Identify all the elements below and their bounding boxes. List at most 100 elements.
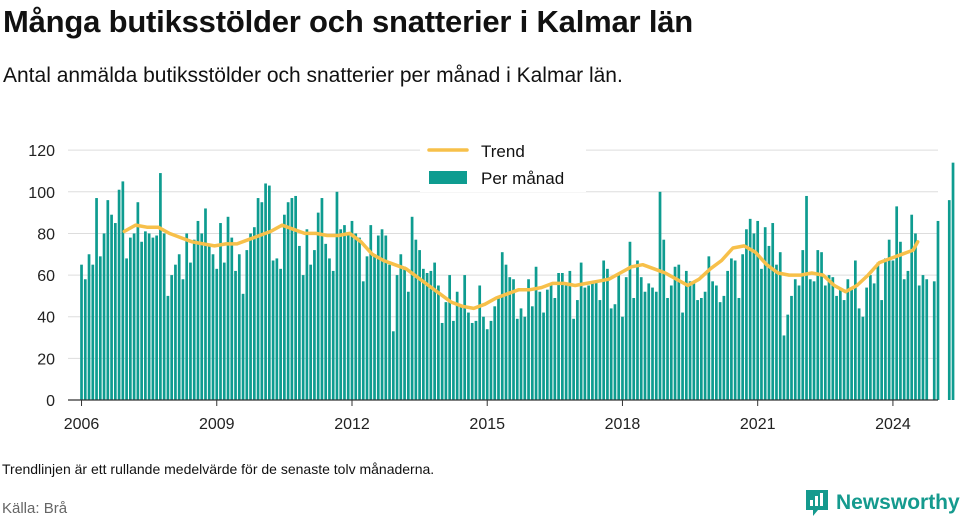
bar	[294, 195, 297, 400]
bar	[267, 185, 271, 400]
bar	[301, 275, 305, 400]
bar	[147, 233, 151, 400]
bar	[947, 200, 951, 400]
bar	[159, 173, 162, 400]
bar	[730, 258, 733, 400]
newsworthy-icon	[806, 490, 828, 516]
bar	[463, 275, 467, 400]
bar	[673, 266, 677, 400]
bar	[854, 260, 857, 400]
x-axis: 2006 2009 2012 2015 2018 2021 2024	[64, 400, 911, 433]
y-tick-label: 120	[28, 143, 55, 160]
bar	[669, 285, 673, 400]
bar	[95, 198, 98, 400]
bar	[440, 322, 444, 400]
bar	[478, 285, 482, 400]
bar	[692, 283, 696, 400]
bar	[256, 198, 260, 400]
bar	[647, 283, 651, 400]
bar	[557, 273, 560, 400]
bar	[226, 216, 230, 400]
bar	[869, 275, 872, 400]
bar	[406, 291, 410, 400]
bar	[561, 273, 564, 400]
bar	[711, 281, 714, 400]
footnote: Trendlinjen är ett rullande medelvärde f…	[2, 461, 435, 477]
bar	[189, 262, 192, 400]
bar	[861, 316, 865, 400]
bar	[380, 229, 384, 400]
bar	[681, 312, 684, 400]
bar	[437, 285, 440, 400]
bar	[857, 308, 861, 400]
bar	[549, 283, 553, 400]
bar	[621, 316, 624, 400]
bar	[365, 256, 369, 400]
bar	[470, 322, 474, 400]
bar	[87, 254, 91, 400]
bar	[850, 289, 853, 400]
bar	[140, 241, 143, 400]
bar	[793, 279, 797, 400]
bar	[733, 260, 737, 400]
bar	[422, 268, 425, 400]
bar	[917, 285, 921, 400]
bar	[594, 281, 598, 400]
chart: 0 20 40 60 80 100 120 2006 2009 2012 2015 2018 2021…	[28, 136, 955, 433]
bar	[339, 229, 343, 400]
bar	[628, 241, 632, 400]
bar	[842, 300, 846, 400]
bar	[902, 279, 906, 400]
bar	[624, 277, 628, 400]
legend: Trend Per månad	[420, 136, 586, 192]
bar	[219, 223, 222, 400]
bar	[737, 297, 741, 400]
bar	[448, 275, 452, 400]
bar	[425, 273, 429, 400]
bar	[763, 227, 767, 400]
bar	[838, 287, 842, 400]
bar	[275, 258, 279, 400]
bar	[279, 268, 282, 400]
bar	[602, 260, 606, 400]
bar	[388, 264, 391, 400]
bar	[204, 208, 207, 400]
bar	[688, 281, 692, 400]
chart-title: Många butiksstölder och snatterier i Kal…	[3, 4, 694, 39]
bar	[587, 285, 590, 400]
bar	[872, 283, 876, 400]
bar	[444, 302, 448, 400]
bar	[831, 277, 835, 400]
bars-per-manad	[80, 162, 955, 400]
y-axis: 0 20 40 60 80 100 120	[28, 143, 55, 410]
bar	[418, 250, 421, 400]
x-tick-label: 2021	[740, 416, 776, 433]
bar	[606, 268, 609, 400]
bar	[790, 295, 793, 400]
bar	[429, 270, 433, 400]
y-tick-label: 0	[46, 393, 55, 410]
bar	[286, 202, 290, 400]
bar	[523, 316, 527, 400]
bar	[151, 237, 155, 400]
y-tick-label: 100	[28, 185, 55, 202]
bar	[579, 262, 583, 400]
bar	[252, 227, 256, 400]
bar	[482, 316, 485, 400]
bar	[129, 237, 132, 400]
legend-trend-label: Trend	[481, 142, 525, 161]
bar	[636, 260, 639, 400]
bar	[715, 285, 718, 400]
bar	[677, 264, 681, 400]
bar	[745, 229, 748, 400]
bar	[237, 254, 241, 400]
legend-bar-swatch	[429, 171, 467, 184]
bar	[752, 233, 756, 400]
bar	[632, 297, 636, 400]
bar	[771, 223, 775, 400]
bar	[328, 258, 331, 400]
bar	[921, 275, 925, 400]
bar	[249, 233, 252, 400]
bar	[283, 214, 286, 400]
bar	[662, 239, 666, 400]
